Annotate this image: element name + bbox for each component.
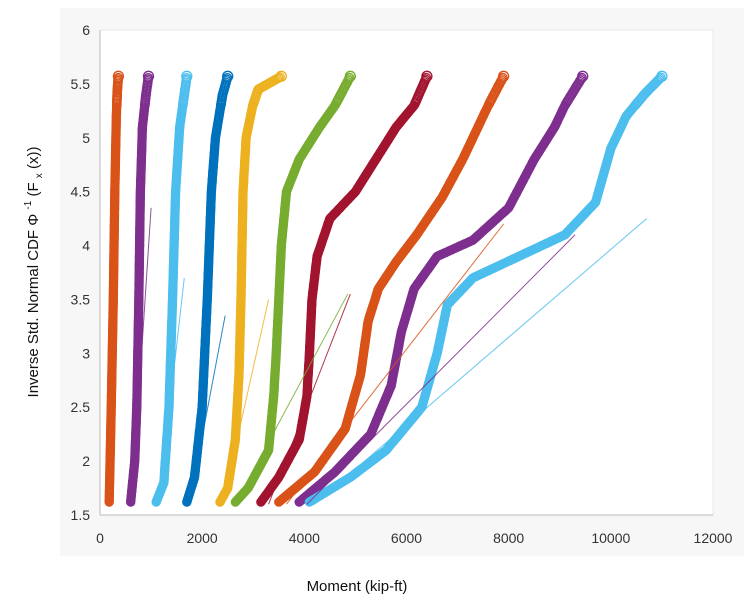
x-tick-label: 0 [96,530,104,546]
y-tick-label: 3.5 [71,291,91,307]
y-tick-label: 5.5 [71,76,91,92]
y-tick-label: 2.5 [71,399,91,415]
data-point [273,72,284,83]
series-2 [125,70,155,507]
x-tick-label: 12000 [694,530,733,546]
series-6 [230,70,356,507]
plot-area [99,29,714,516]
y-axis-label-main: Inverse Std. Normal CDF Φ [25,214,42,398]
data-point [142,70,155,82]
series-3 [151,70,193,507]
series-4 [182,70,234,507]
y-tick-label: 6 [82,22,90,38]
y-tick-label: 4.5 [71,184,91,200]
data-point [275,70,287,82]
y-axis-label-superscript: -1 [23,200,34,209]
y-tick-label: 3 [82,345,90,361]
x-tick-label: 2000 [187,530,218,546]
x-tick-label: 6000 [391,530,422,546]
data-point [112,70,125,82]
y-axis-label-end: (x)) [25,147,42,170]
y-axis-label-tail: (F [25,182,42,196]
y-tick-label: 2 [82,453,90,469]
y-axis-label-subscript: x [34,173,45,178]
x-axis-label: Moment (kip-ft) [307,578,408,595]
series-layer [104,70,668,507]
x-tick-label: 4000 [289,530,320,546]
y-tick-label: 1.5 [71,507,91,523]
series-5 [215,70,287,507]
data-point [222,70,234,82]
data-point [181,70,193,82]
x-tick-label: 8000 [493,530,524,546]
y-tick-label: 4 [82,238,90,254]
x-tick-label: 10000 [591,530,630,546]
y-tick-label: 5 [82,130,90,146]
